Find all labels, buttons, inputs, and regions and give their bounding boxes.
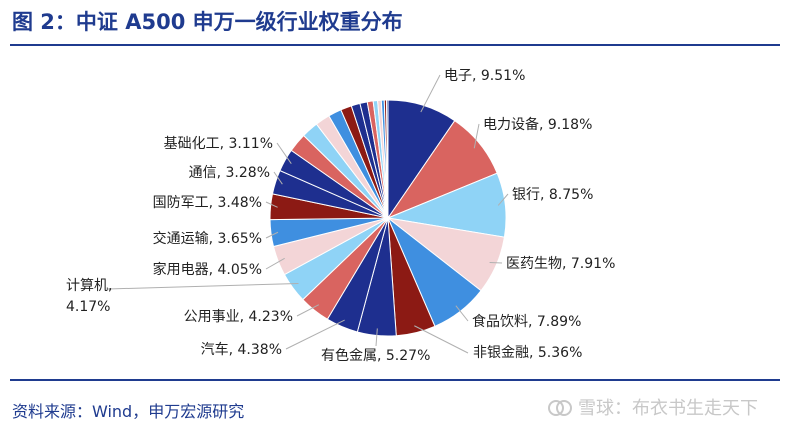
leader-line	[455, 305, 469, 322]
leader-line	[296, 304, 320, 317]
footer-divider	[10, 379, 780, 381]
leader-line	[375, 328, 378, 347]
leader-line	[273, 171, 283, 185]
leader-line	[107, 283, 299, 290]
slice-label: 银行, 8.75%	[512, 187, 593, 203]
slice-label: 公用事业, 4.23%	[184, 309, 293, 325]
chart-title: 图 2：中证 A500 申万一级行业权重分布	[12, 10, 403, 34]
source-note: 资料来源：Wind，申万宏源研究	[12, 402, 245, 421]
leader-line	[420, 74, 441, 113]
leader-line	[276, 142, 292, 164]
slice-label: 交通运输, 3.65%	[153, 230, 262, 247]
leader-line	[414, 325, 469, 354]
leader-line	[473, 123, 480, 149]
leader-line	[265, 257, 285, 270]
slice-label: 基础化工, 3.11%	[164, 135, 273, 152]
slice-label: 国防军工, 3.48%	[153, 195, 262, 211]
pie-slice-other	[386, 99, 389, 219]
slice-label: 非银金融, 5.36%	[473, 345, 582, 361]
leader-line	[265, 231, 279, 239]
slice-label: 通信, 3.28%	[189, 165, 270, 181]
slice-label: 食品饮料, 7.89%	[472, 313, 581, 330]
leader-line	[497, 193, 509, 206]
slice-label: 汽车, 4.38%	[201, 341, 282, 358]
watermark: 雪球：布衣书生走天下	[548, 394, 758, 420]
leader-line	[285, 319, 345, 350]
watermark-text: 雪球：布衣书生走天下	[578, 398, 758, 419]
slice-label: 计算机, 4.17%	[66, 278, 112, 315]
slice-label: 家用电器, 4.05%	[153, 261, 262, 278]
slice-label: 电力设备, 9.18%	[483, 116, 592, 133]
pie-chart: 电子, 9.51% 电力设备, 9.18% 银行, 8.75% 医药生物, 7.91%…	[66, 68, 615, 364]
slice-label: 电子, 9.51%	[444, 68, 525, 84]
slice-label: 医药生物, 7.91%	[506, 256, 615, 272]
title-divider	[10, 44, 780, 46]
leader-line	[265, 201, 278, 208]
snowball-logo-icon	[548, 400, 572, 416]
slice-label: 有色金属, 5.27%	[321, 347, 430, 364]
